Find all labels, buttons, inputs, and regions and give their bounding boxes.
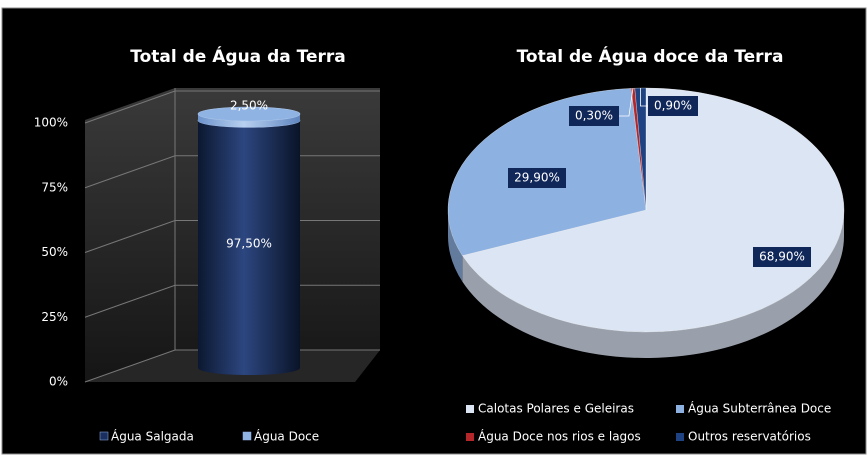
legend-swatch <box>242 431 252 441</box>
pie-slice <box>634 87 647 211</box>
legend-label: Outros reservatórios <box>688 430 811 444</box>
grid-line <box>84 349 380 383</box>
value-label: 29,90% <box>514 171 560 185</box>
bar-top <box>197 106 301 122</box>
y-tick-label: 100% <box>34 116 68 130</box>
pie-side <box>448 210 463 282</box>
grid-line <box>84 90 380 124</box>
pie-slice <box>462 87 845 333</box>
y-tick-label: 50% <box>41 245 68 259</box>
grid-line <box>84 155 380 189</box>
legend-label: Água Doce <box>254 429 319 444</box>
value-label: 0,90% <box>654 99 692 113</box>
y-tick-label: 75% <box>41 180 68 194</box>
legend-label: Água Subterrânea Doce <box>688 401 831 416</box>
pie-side <box>462 210 844 358</box>
bar <box>198 120 300 375</box>
legend-label: Calotas Polares e Geleiras <box>478 402 634 416</box>
leader-line <box>619 88 634 117</box>
legend-swatch <box>466 405 474 413</box>
value-label: 2,50% <box>230 99 268 113</box>
value-label: 97,50% <box>226 237 272 251</box>
bar <box>198 114 300 128</box>
legend-label: Água Salgada <box>111 429 194 444</box>
value-label: 68,90% <box>759 250 805 264</box>
value-label-box <box>648 96 698 116</box>
legend-swatch <box>676 405 684 413</box>
chart-title: Total de Água da Terra <box>130 45 345 67</box>
chart-title: Total de Água doce da Terra <box>517 45 784 67</box>
value-label: 0,30% <box>575 109 613 123</box>
value-label-box <box>753 247 811 267</box>
legend-label: Água Doce nos rios e lagos <box>478 429 641 444</box>
y-tick-label: 0% <box>49 375 68 389</box>
grid-line <box>84 220 380 253</box>
leader-line <box>640 88 648 107</box>
value-label-box <box>508 168 566 188</box>
legend-swatch <box>99 431 109 441</box>
value-label-box <box>569 106 619 126</box>
y-tick-label: 25% <box>41 310 68 324</box>
legend-swatch <box>676 433 684 441</box>
legend-swatch <box>466 433 474 441</box>
grid-line <box>84 284 380 318</box>
